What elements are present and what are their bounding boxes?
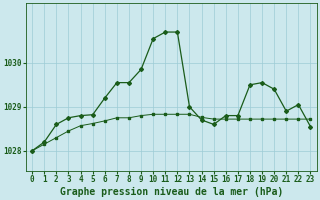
X-axis label: Graphe pression niveau de la mer (hPa): Graphe pression niveau de la mer (hPa) <box>60 186 283 197</box>
